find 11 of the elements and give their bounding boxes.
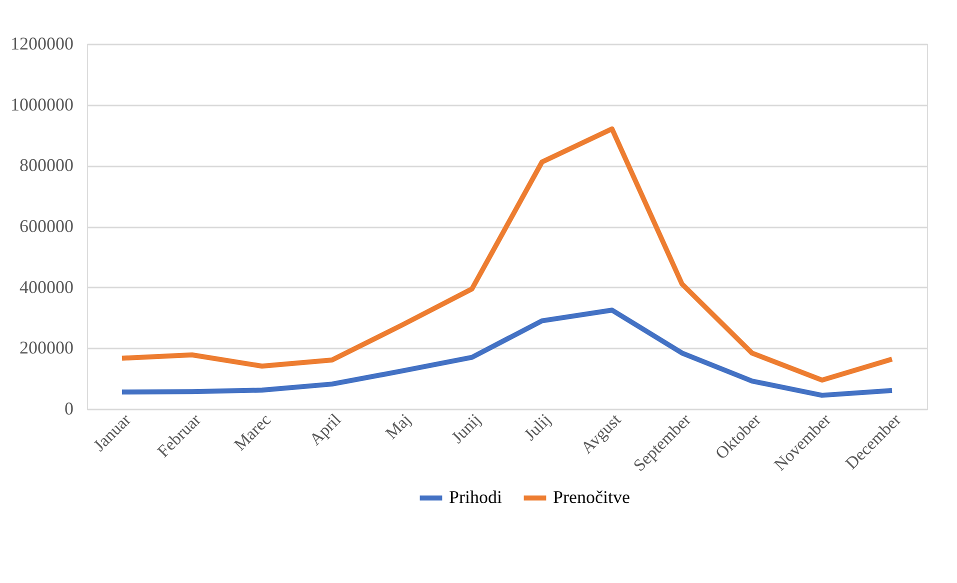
- y-tick-label: 1000000: [10, 94, 74, 114]
- y-tick-label: 600000: [20, 216, 74, 236]
- legend-label: Prihodi: [449, 487, 502, 507]
- y-tick-label: 800000: [20, 155, 74, 176]
- y-tick-label: 400000: [20, 276, 74, 297]
- x-tick-label: Julij: [520, 410, 555, 444]
- y-tick-label: 0: [64, 398, 74, 418]
- legend-label: Prenočitve: [553, 487, 630, 507]
- x-tick-label: Maj: [382, 410, 415, 443]
- y-tick-label: 1200000: [10, 34, 74, 54]
- y-tick-label: 200000: [20, 338, 74, 358]
